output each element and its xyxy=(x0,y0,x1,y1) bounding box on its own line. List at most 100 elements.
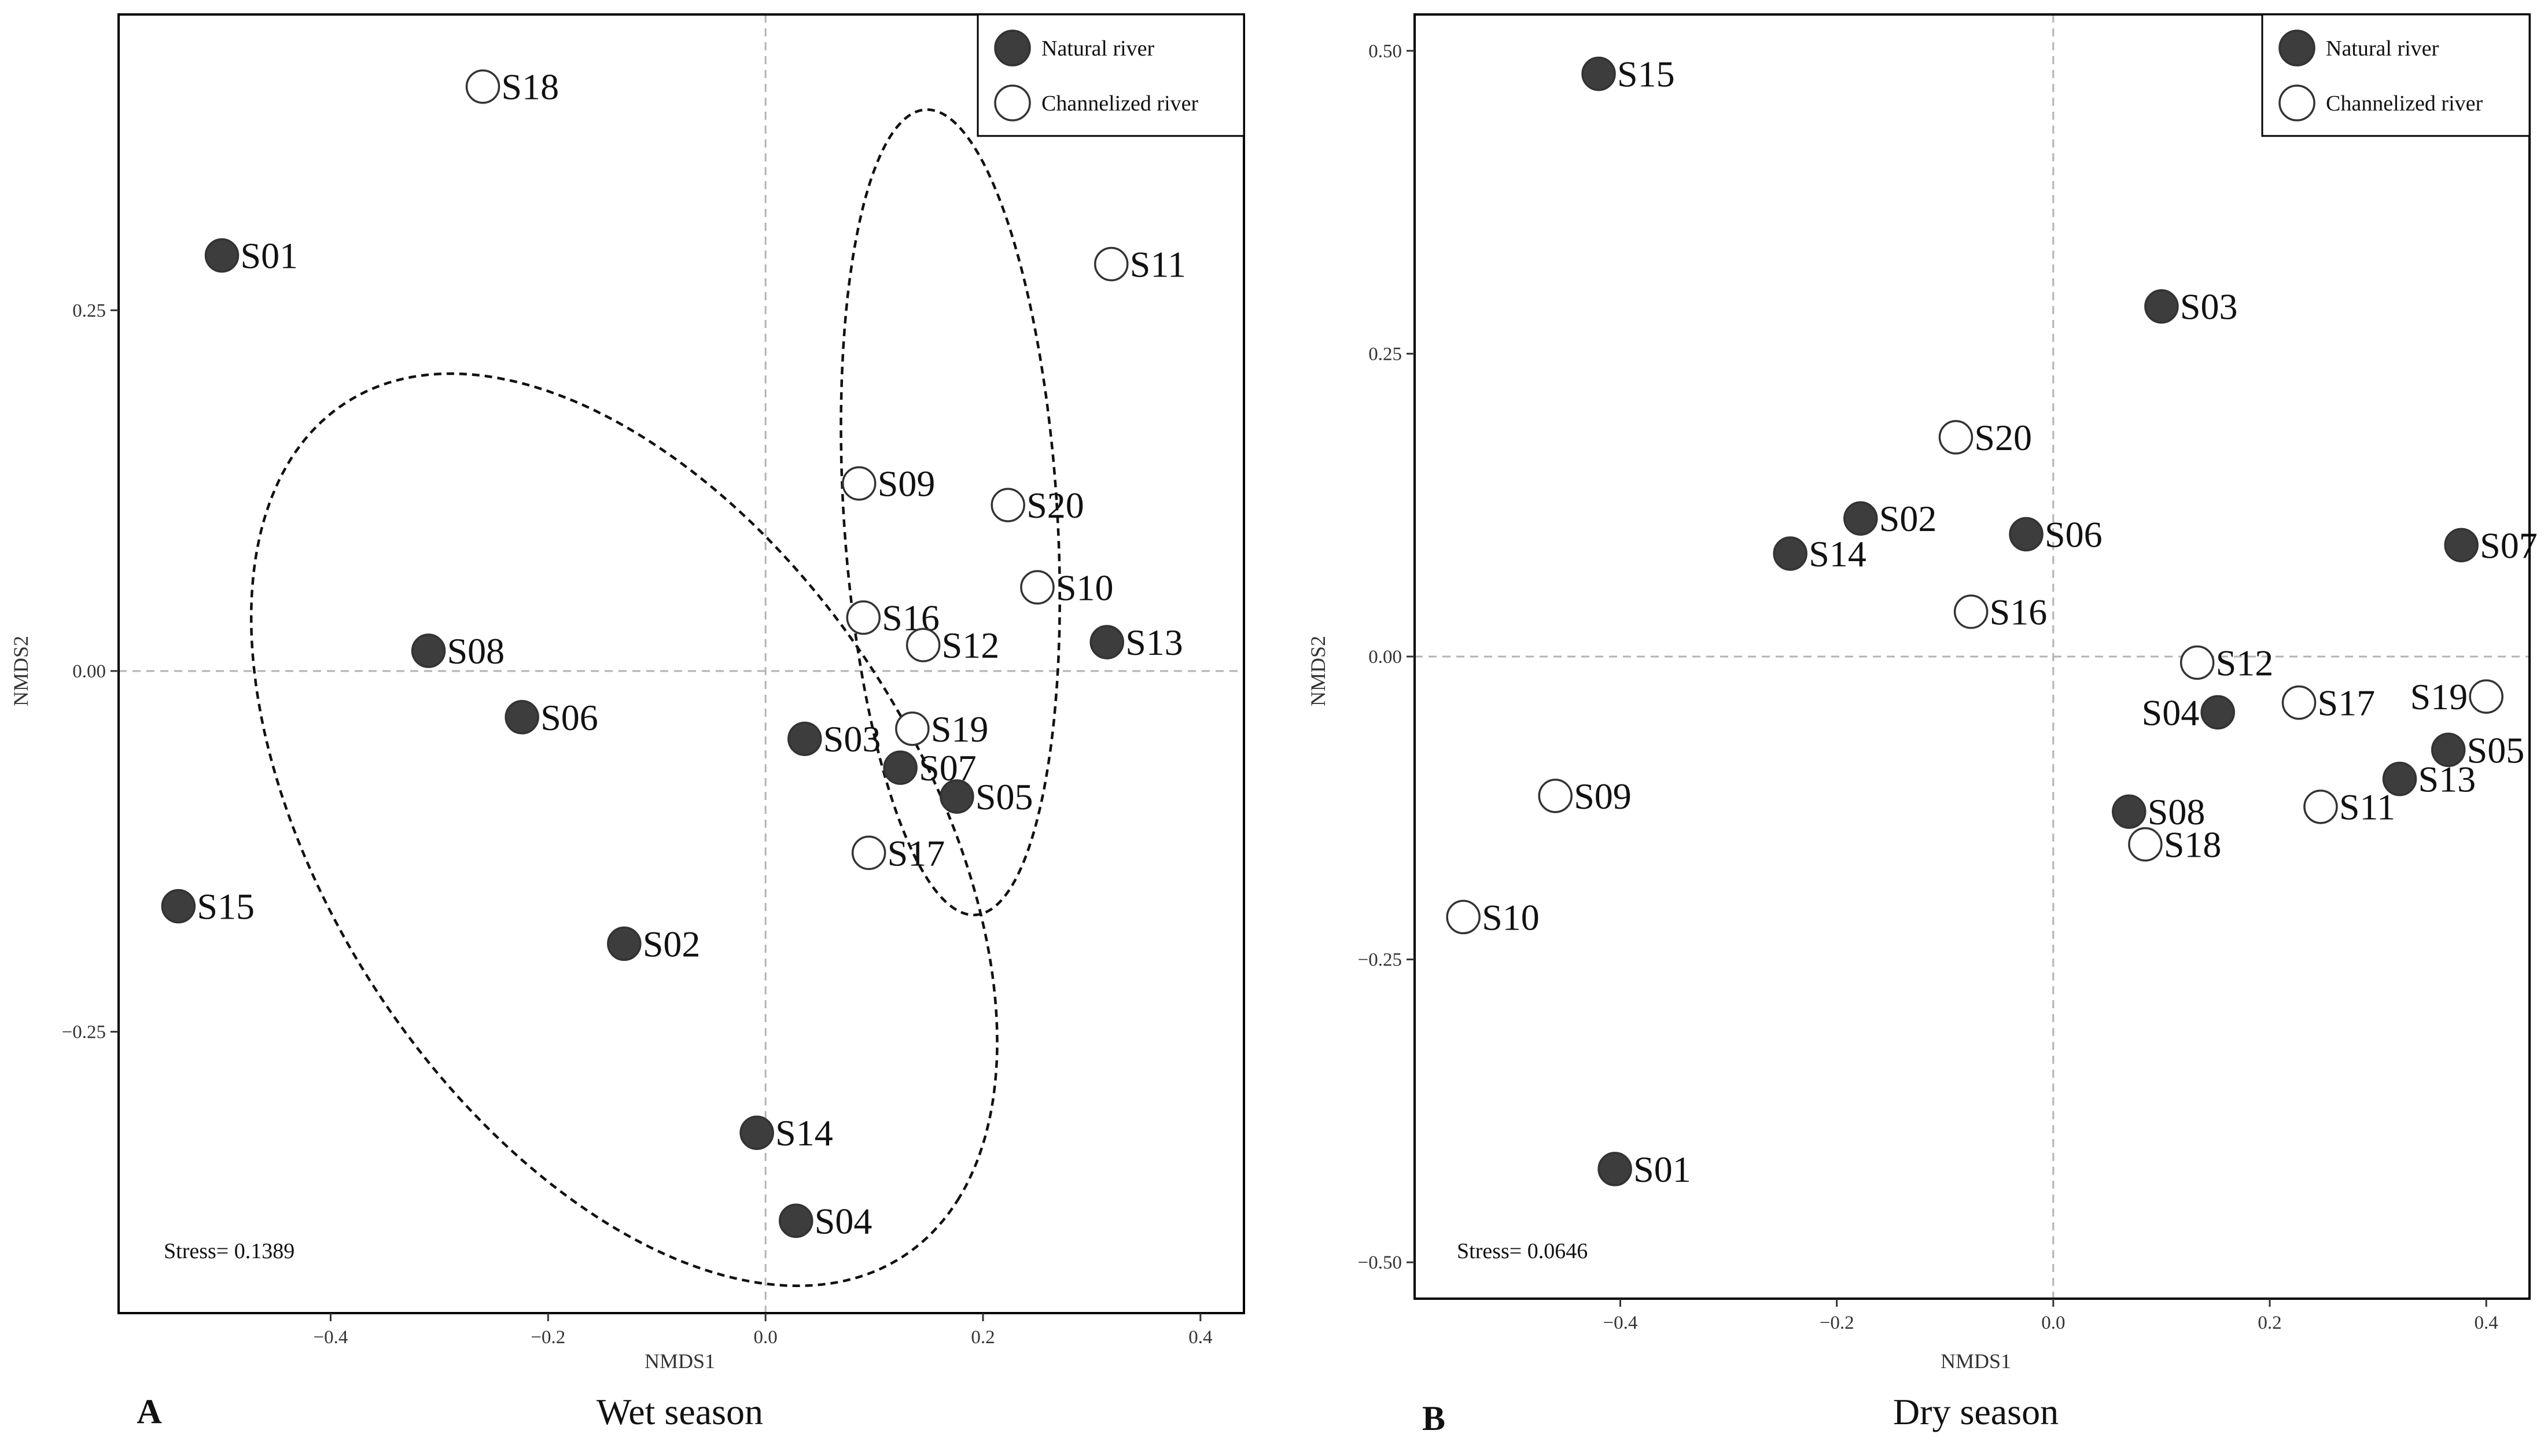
point-label-s20: S20 xyxy=(1974,417,2032,458)
point-label-s08: S08 xyxy=(447,631,505,672)
season-title: Dry season xyxy=(1893,1391,2059,1432)
x-tick-label: −0.2 xyxy=(1820,1313,1854,1333)
y-tick-label: −0.50 xyxy=(1358,1252,1402,1273)
point-label-s20: S20 xyxy=(1026,485,1084,526)
point-label-s07: S07 xyxy=(2480,525,2538,566)
point-s01-marker xyxy=(1597,1152,1632,1186)
point-s17-marker xyxy=(2281,685,2317,720)
x-tick-label: 0.0 xyxy=(754,1327,778,1348)
point-label-s04: S04 xyxy=(2142,692,2200,733)
point-s14-marker xyxy=(739,1115,774,1150)
point-label-s10: S10 xyxy=(1056,567,1114,608)
point-label-s03: S03 xyxy=(2180,286,2238,327)
point-s10-marker xyxy=(1446,900,1481,935)
point-label-s04: S04 xyxy=(815,1200,872,1241)
y-tick-label: −0.25 xyxy=(62,1022,106,1043)
point-label-s09: S09 xyxy=(878,463,936,504)
point-label-s08: S08 xyxy=(2148,791,2206,832)
point-s11-marker xyxy=(2303,789,2338,824)
point-label-s01: S01 xyxy=(241,235,299,277)
point-s11-marker xyxy=(1094,246,1129,282)
point-s14-marker xyxy=(1773,536,1807,571)
point-label-s11: S11 xyxy=(1130,244,1186,285)
ellipse-natural xyxy=(249,372,999,1288)
y-tick-label: 0.00 xyxy=(72,661,106,682)
point-s18-marker xyxy=(2128,827,2163,862)
point-s19-marker xyxy=(2469,679,2503,714)
point-s02-marker xyxy=(1843,501,1878,536)
point-label-s01: S01 xyxy=(1633,1149,1691,1190)
point-label-s05: S05 xyxy=(975,776,1033,817)
point-label-s11: S11 xyxy=(2339,787,2395,828)
point-s03-marker xyxy=(2144,289,2179,324)
point-label-s17: S17 xyxy=(888,832,945,873)
point-s18-marker xyxy=(465,69,500,104)
point-label-s19: S19 xyxy=(931,709,989,750)
point-s08-marker xyxy=(411,633,446,668)
point-s06-marker xyxy=(2009,517,2044,552)
y-tick-label: 0.25 xyxy=(1368,344,1402,364)
legend-label-channelized: Channelized river xyxy=(2326,91,2483,116)
point-s10-marker xyxy=(1020,570,1055,605)
point-label-s14: S14 xyxy=(775,1112,833,1153)
point-s09-marker xyxy=(842,466,877,501)
point-s07-marker xyxy=(883,750,918,785)
point-label-s17: S17 xyxy=(2318,683,2376,724)
point-s15-marker xyxy=(161,889,196,924)
point-s06-marker xyxy=(505,700,539,735)
y-axis-title: NMDS2 xyxy=(9,636,32,706)
x-axis-title: NMDS1 xyxy=(645,1350,715,1373)
point-label-s06: S06 xyxy=(540,697,598,738)
legend-label-natural: Natural river xyxy=(2326,36,2439,61)
point-s02-marker xyxy=(607,926,642,961)
plot-frame xyxy=(117,13,1245,1314)
point-label-s15: S15 xyxy=(197,886,255,927)
x-tick-label: 0.0 xyxy=(2041,1313,2065,1333)
point-s08-marker xyxy=(2112,794,2147,829)
point-label-s02: S02 xyxy=(1879,498,1937,539)
point-label-s12: S12 xyxy=(942,625,1000,666)
point-label-s03: S03 xyxy=(823,718,881,760)
x-tick-label: 0.2 xyxy=(971,1327,995,1348)
point-s01-marker xyxy=(204,238,240,273)
x-tick-label: 0.4 xyxy=(1188,1327,1212,1348)
point-s04-marker xyxy=(779,1203,813,1238)
legend-marker-channelized xyxy=(2278,84,2315,121)
point-s09-marker xyxy=(1538,779,1573,813)
ellipse-channelized xyxy=(840,108,1061,916)
point-label-s02: S02 xyxy=(643,923,701,964)
x-axis-title: NMDS1 xyxy=(1941,1350,2011,1373)
y-axis-title: NMDS2 xyxy=(1306,636,1330,706)
point-label-s07: S07 xyxy=(919,747,977,788)
point-label-s15: S15 xyxy=(1617,54,1675,95)
y-tick-label: −0.25 xyxy=(1358,950,1402,971)
legend: Natural river Channelized river xyxy=(977,13,1245,137)
point-s05-marker xyxy=(940,779,974,814)
point-label-s09: S09 xyxy=(1574,776,1632,817)
season-title: Wet season xyxy=(597,1391,763,1432)
point-s12-marker xyxy=(2179,645,2215,680)
x-tick-label: 0.2 xyxy=(2258,1313,2281,1333)
point-s13-marker xyxy=(2382,761,2417,797)
point-s15-marker xyxy=(1581,56,1616,91)
point-label-s13: S13 xyxy=(2418,759,2476,800)
x-tick-label: 0.4 xyxy=(2475,1313,2498,1333)
y-tick-label: 0.50 xyxy=(1368,41,1402,62)
panel-letter: B xyxy=(1422,1399,1445,1437)
point-s05-marker xyxy=(2431,732,2466,768)
point-s19-marker xyxy=(895,712,930,746)
y-tick-label: 0.25 xyxy=(72,300,106,321)
legend: Natural river Channelized river xyxy=(2261,13,2531,137)
point-s13-marker xyxy=(1089,625,1124,659)
point-label-s12: S12 xyxy=(2216,642,2274,683)
x-tick-label: −0.4 xyxy=(314,1327,348,1348)
point-s17-marker xyxy=(851,835,886,871)
point-s20-marker xyxy=(991,488,1025,522)
x-tick-label: −0.4 xyxy=(1603,1313,1638,1333)
legend-marker-natural xyxy=(2278,30,2315,67)
stress-annotation: Stress= 0.1389 xyxy=(164,1239,294,1263)
point-label-s16: S16 xyxy=(1990,592,2048,633)
